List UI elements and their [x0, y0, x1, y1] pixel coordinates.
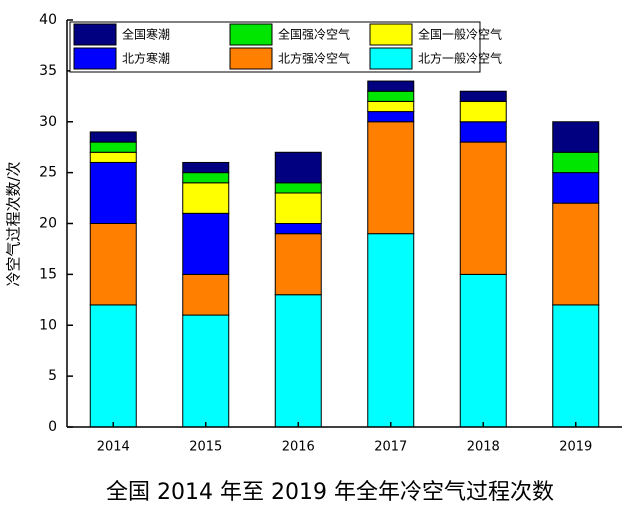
x-tick-label: 2015	[189, 440, 222, 455]
y-tick-label: 0	[48, 419, 57, 435]
bar-segment	[552, 121, 600, 153]
bar-segment	[367, 121, 415, 235]
bar-segment	[182, 161, 230, 174]
x-tick-label: 2014	[97, 440, 130, 455]
bar-segment	[367, 100, 415, 113]
legend-label: 全国一般冷空气	[418, 27, 502, 42]
bar-segment	[182, 172, 230, 184]
bar-segment	[182, 314, 230, 428]
bar-segment	[274, 192, 322, 225]
bar-segment	[274, 151, 322, 184]
legend-label: 北方寒潮	[122, 51, 170, 66]
y-tick-label: 30	[39, 114, 57, 130]
legend-swatch	[369, 23, 413, 46]
legend-label: 全国强冷空气	[278, 27, 350, 42]
bar-segment	[89, 131, 137, 143]
legend-swatch	[73, 23, 117, 46]
y-tick-label: 5	[48, 368, 57, 384]
legend-label: 全国寒潮	[122, 27, 170, 42]
bar-segment	[274, 294, 322, 428]
bar-segment	[274, 233, 322, 296]
y-axis-label: 冷空气过程次数/次	[5, 161, 23, 286]
bar-segment	[552, 304, 600, 428]
bar-segment	[274, 182, 322, 194]
bar-segment	[182, 212, 230, 275]
x-tick-label: 2019	[559, 440, 592, 455]
bar-segment	[89, 304, 137, 428]
legend-swatch	[229, 23, 273, 46]
x-tick-label: 2016	[282, 440, 315, 455]
bar-segment	[459, 100, 507, 123]
bar-segment	[552, 202, 600, 306]
x-tick-label: 2018	[467, 440, 500, 455]
y-tick-label: 25	[39, 165, 57, 181]
bar-segment	[367, 80, 415, 92]
legend-label: 北方一般冷空气	[418, 51, 502, 66]
bar-segment	[459, 90, 507, 102]
bar-segment	[459, 121, 507, 143]
bar-segment	[89, 151, 137, 163]
y-tick-label: 10	[39, 317, 57, 333]
bar-segment	[274, 223, 322, 235]
y-tick-label: 35	[39, 63, 57, 79]
y-tick-label: 40	[39, 12, 57, 28]
bar-segment	[552, 172, 600, 204]
bar-segment	[552, 151, 600, 174]
bar-segment	[182, 182, 230, 214]
legend-swatch	[229, 47, 273, 70]
bar-segment	[89, 161, 137, 224]
bar-segment	[89, 223, 137, 306]
bar-segment	[182, 273, 230, 316]
bar-segment	[367, 233, 415, 428]
y-tick-label: 15	[39, 266, 57, 282]
chart-title: 全国 2014 年至 2019 年全年冷空气过程次数	[106, 480, 554, 505]
bar-segment	[367, 90, 415, 102]
bar-segment	[459, 141, 507, 275]
bar-segment	[367, 111, 415, 123]
bar-segment	[89, 141, 137, 153]
y-tick-label: 20	[39, 216, 57, 232]
x-tick-label: 2017	[374, 440, 407, 455]
legend-swatch	[369, 47, 413, 70]
legend-swatch	[73, 47, 117, 70]
bar-segment	[459, 273, 507, 428]
legend-label: 北方强冷空气	[278, 51, 350, 66]
